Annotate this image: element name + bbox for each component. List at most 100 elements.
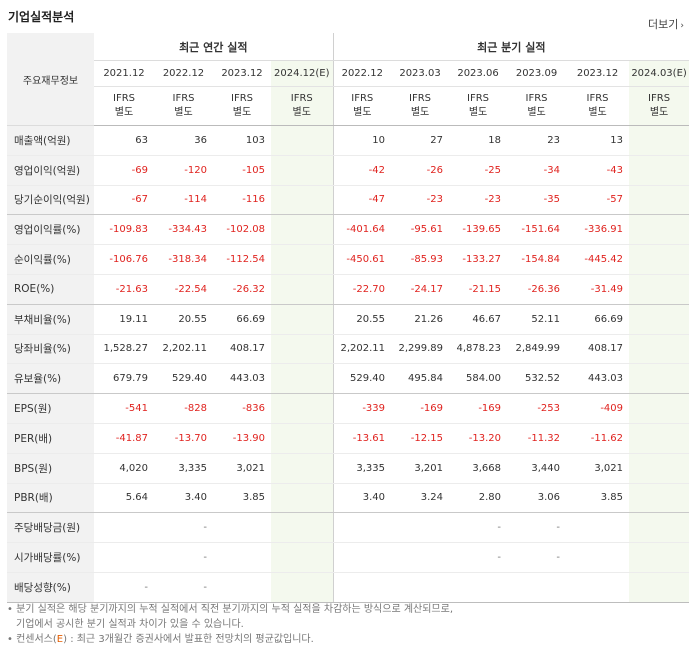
table-cell: -34	[507, 155, 567, 186]
financial-table: 주요재무정보 최근 연간 실적 최근 분기 실적 2021.12 2022.12 2…	[7, 33, 690, 603]
table-row: 영업이익률(%) -109.83 -334.43 -102.08 -401.64 -95.…	[7, 214, 690, 246]
table-cell	[332, 542, 392, 573]
table-row: 부채비율(%) 19.11 20.55 66.69 20.55 21.26 46.67 52.…	[7, 304, 690, 335]
table-cell	[566, 542, 630, 573]
note-line-1: • 분기 실적은 해당 분기까지의 누적 실적에서 직전 분기까지의 누적 실적…	[7, 604, 454, 615]
chevron-right-icon: ›	[680, 21, 684, 31]
table-cell: -26.36	[507, 274, 567, 305]
table-cell: -139.65	[449, 214, 508, 246]
table-cell: -541	[94, 393, 154, 424]
table-cell: -13.61	[332, 423, 392, 454]
table-cell: 3.06	[507, 483, 567, 514]
table-cell: -69	[94, 155, 154, 186]
row-label: 배당성향(%)	[7, 572, 94, 603]
table-row: 매출액(억원) 63 36 103 10 27 18 23 13	[7, 125, 690, 156]
table-cell: 21.26	[391, 304, 450, 335]
table-cell: -23	[391, 185, 450, 216]
table-cell: -13.90	[213, 423, 271, 454]
ifrs-label: IFRS 별도	[213, 86, 271, 126]
table-cell: 3.40	[154, 483, 213, 514]
table-cell	[213, 542, 271, 573]
table-cell	[271, 155, 334, 186]
table-row: 영업이익(억원) -69 -120 -105 -42 -26 -25 -34 -43	[7, 155, 690, 186]
table-cell: 63	[94, 125, 154, 156]
table-row: 유보율(%) 679.79 529.40 443.03 529.40 495.84 584.…	[7, 363, 690, 395]
table-row: BPS(원) 4,020 3,335 3,021 3,335 3,201 3,668 3,44…	[7, 453, 690, 484]
table-cell: 443.03	[213, 363, 271, 395]
table-cell	[629, 244, 690, 275]
table-cell: -	[154, 512, 213, 544]
table-cell: -25	[449, 155, 508, 186]
table-cell: 1,528.27	[94, 334, 154, 365]
section-title: 기업실적분석	[8, 10, 75, 24]
table-cell	[629, 423, 690, 454]
table-cell	[629, 274, 690, 305]
note-line-2: 기업에서 공시한 분기 실적과 차이가 있을 수 있습니다.	[16, 619, 244, 630]
table-cell: 2,202.11	[332, 334, 392, 365]
note-line-3: • 컨센서스(E) : 최근 3개월간 증권사에서 발표한 전망치의 평균값입니…	[7, 634, 314, 645]
table-cell: -334.43	[154, 214, 213, 246]
ifrs-label: IFRS 별도	[332, 86, 392, 126]
ifrs-label: IFRS 별도	[566, 86, 630, 126]
table-cell	[629, 155, 690, 186]
table-cell: 679.79	[94, 363, 154, 395]
period-header: 2023.09	[507, 60, 567, 87]
table-cell	[94, 512, 154, 544]
row-label: PBR(배)	[7, 483, 94, 514]
table-cell: -31.49	[566, 274, 630, 305]
table-cell: -12.15	[391, 423, 450, 454]
table-cell: 3,021	[213, 453, 271, 484]
period-header: 2024.03(E)	[629, 60, 690, 87]
table-cell: -67	[94, 185, 154, 216]
table-cell: -26	[391, 155, 450, 186]
period-header: 2022.12	[154, 60, 213, 87]
table-cell	[271, 483, 334, 514]
table-cell	[629, 453, 690, 484]
more-link[interactable]: 더보기 ›	[648, 16, 684, 32]
row-label: 영업이익(억원)	[7, 155, 94, 186]
table-cell: 495.84	[391, 363, 450, 395]
period-header: 2024.12(E)	[271, 60, 334, 87]
table-row: 주당배당금(원) - - -	[7, 512, 690, 544]
row-label: 순이익률(%)	[7, 244, 94, 275]
table-cell: -41.87	[94, 423, 154, 454]
row-label: 유보율(%)	[7, 363, 94, 395]
table-cell	[629, 185, 690, 216]
table-cell: 20.55	[154, 304, 213, 335]
table-cell	[271, 542, 334, 573]
table-cell: -253	[507, 393, 567, 424]
table-cell: -	[507, 542, 567, 573]
table-cell: -836	[213, 393, 271, 424]
table-cell: 529.40	[332, 363, 392, 395]
table-cell: 52.11	[507, 304, 567, 335]
table-cell: 18	[449, 125, 508, 156]
table-cell: 3,335	[154, 453, 213, 484]
table-cell: -133.27	[449, 244, 508, 275]
table-cell: 3,021	[566, 453, 630, 484]
table-cell: 36	[154, 125, 213, 156]
quarter-group-header: 최근 분기 실적	[332, 33, 690, 61]
table-cell: -112.54	[213, 244, 271, 275]
table-cell	[629, 214, 690, 246]
table-cell: -13.70	[154, 423, 213, 454]
table-cell: 408.17	[566, 334, 630, 365]
period-header: 2023.12	[566, 60, 630, 87]
table-cell	[271, 512, 334, 544]
ifrs-label: IFRS 별도	[94, 86, 154, 126]
table-cell: -21.15	[449, 274, 508, 305]
table-cell: 13	[566, 125, 630, 156]
table-cell: -22.70	[332, 274, 392, 305]
table-cell: -151.64	[507, 214, 567, 246]
table-cell: -	[449, 542, 508, 573]
table-cell: 20.55	[332, 304, 392, 335]
ifrs-label: IFRS 별도	[271, 86, 334, 126]
table-cell: 2,299.89	[391, 334, 450, 365]
table-cell: 10	[332, 125, 392, 156]
table-cell: -	[449, 512, 508, 544]
table-cell: 529.40	[154, 363, 213, 395]
table-row: PBR(배) 5.64 3.40 3.85 3.40 3.24 2.80 3.06 3.85	[7, 483, 690, 514]
table-cell: 4,878.23	[449, 334, 508, 365]
table-cell: -35	[507, 185, 567, 216]
table-cell	[629, 125, 690, 156]
table-cell: 3.85	[213, 483, 271, 514]
